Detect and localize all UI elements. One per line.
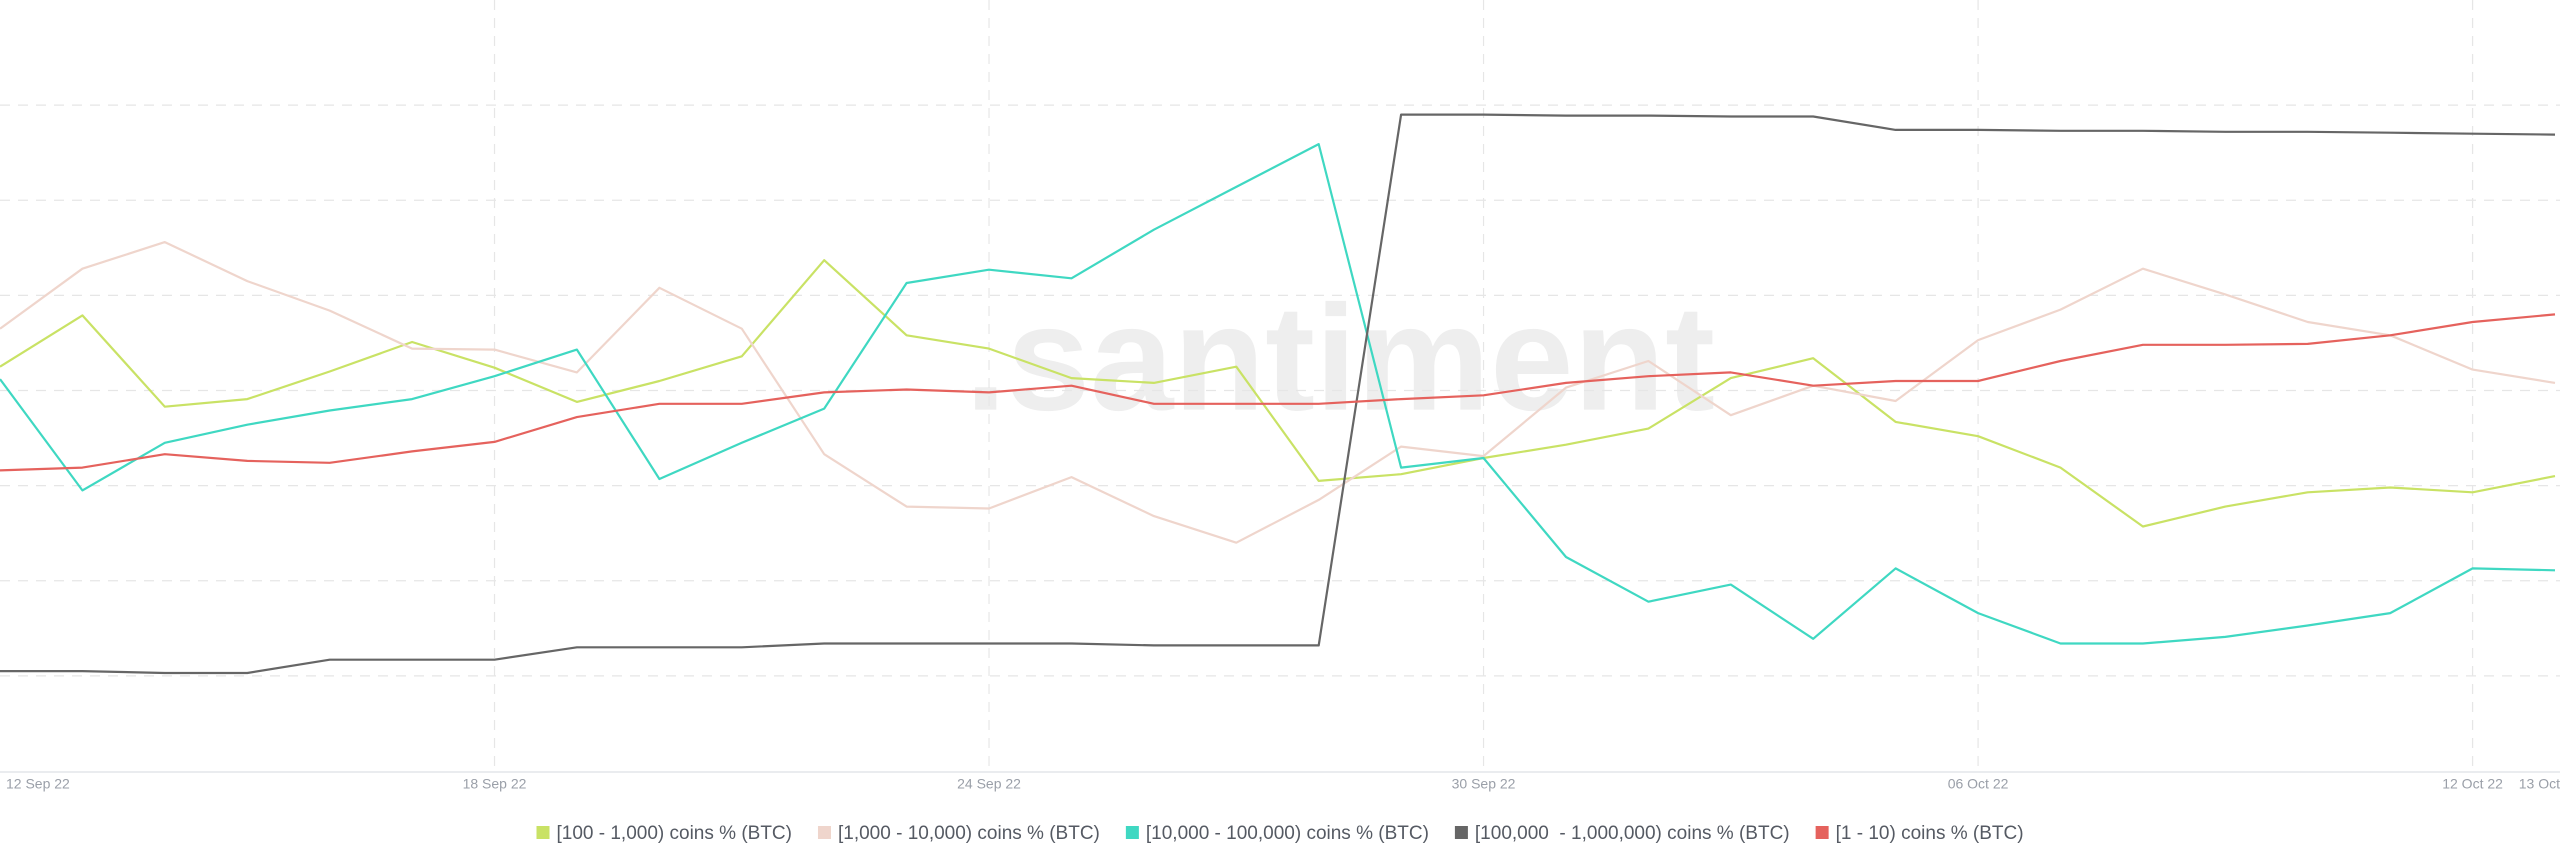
legend-swatch [817, 826, 831, 839]
legend-label: [100 - 1,000) coins % (BTC) [557, 823, 792, 844]
x-tick-label: 30 Sep 22 [1452, 776, 1516, 792]
legend-swatch [1815, 826, 1829, 839]
legend-swatch [1454, 826, 1468, 839]
series-line [0, 241, 2556, 544]
legend-item: [100,000 - 1,000,000) coins % (BTC) [1454, 823, 1790, 844]
x-tick-label: 18 Sep 22 [463, 776, 527, 792]
legend-swatch [536, 826, 550, 839]
x-tick-label: 24 Sep 22 [957, 776, 1021, 792]
series-line [0, 113, 2556, 675]
legend-label: [100,000 - 1,000,000) coins % (BTC) [1475, 823, 1790, 844]
x-tick-label: 13 Oct [2519, 776, 2560, 792]
watermark: .santiment [965, 274, 1715, 442]
legend-item: [1 - 10) coins % (BTC) [1815, 823, 2024, 844]
legend-swatch [1125, 826, 1139, 839]
legend-label: [10,000 - 100,000) coins % (BTC) [1146, 823, 1429, 844]
legend-item: [1,000 - 10,000) coins % (BTC) [817, 823, 1100, 844]
series-line [0, 259, 2556, 528]
legend-label: [1,000 - 10,000) coins % (BTC) [838, 823, 1100, 844]
x-tick-label: 12 Sep 22 [6, 776, 70, 792]
series-line [0, 143, 2556, 645]
legend-item: [10,000 - 100,000) coins % (BTC) [1125, 823, 1429, 844]
x-tick-label: 12 Oct 22 [2442, 776, 2503, 792]
series-line [0, 313, 2556, 472]
legend-label: [1 - 10) coins % (BTC) [1836, 823, 2024, 844]
x-tick-label: 06 Oct 22 [1948, 776, 2009, 792]
legend: [100 - 1,000) coins % (BTC) [1,000 - 10,0… [536, 823, 2024, 844]
legend-item: [100 - 1,000) coins % (BTC) [536, 823, 792, 844]
